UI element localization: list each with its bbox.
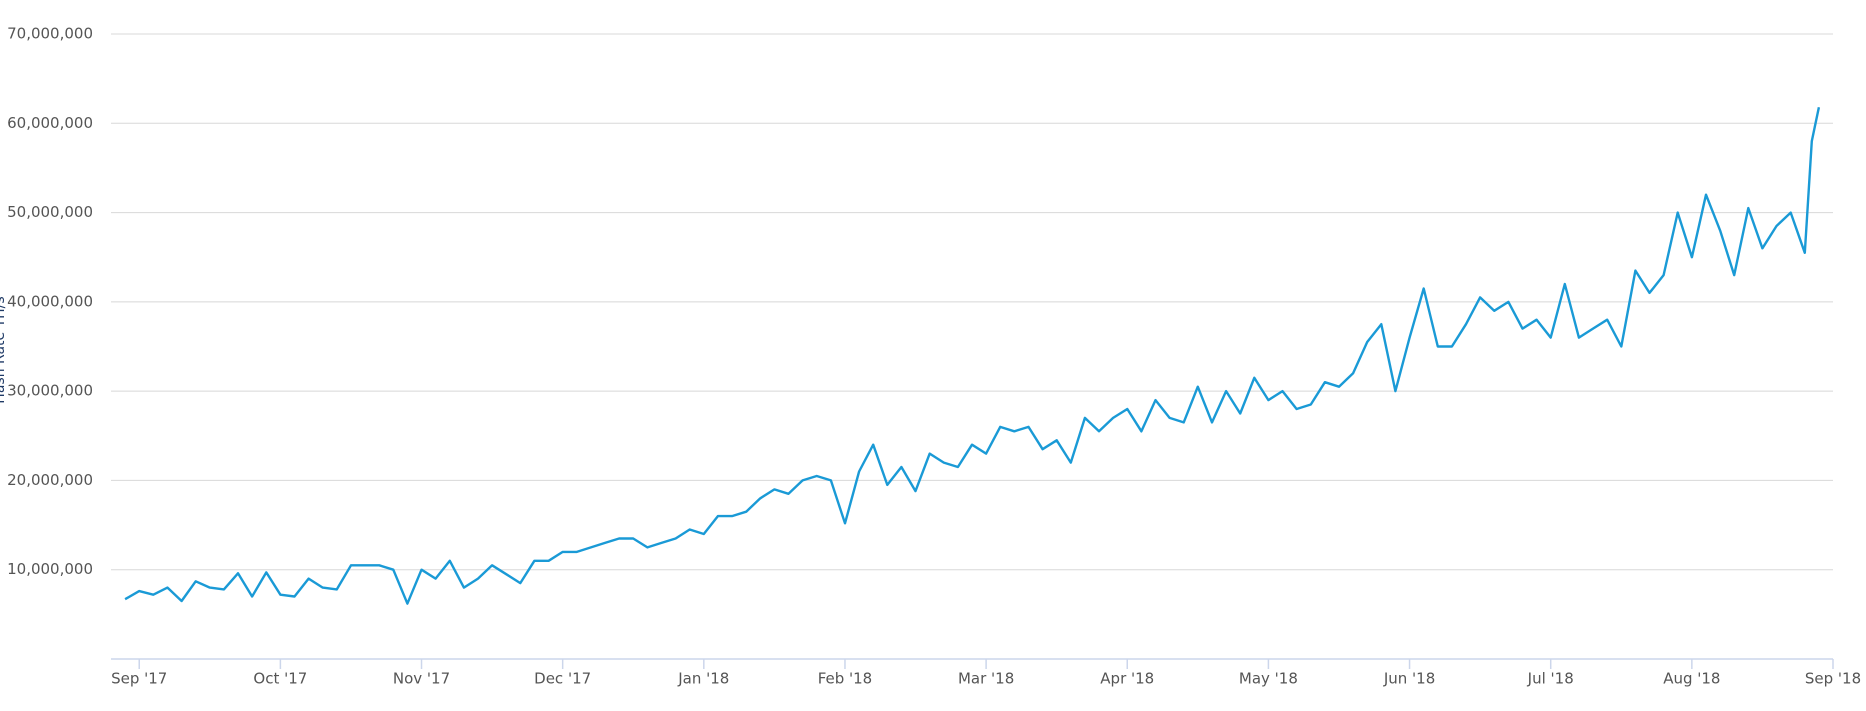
data-line: [124, 106, 1821, 605]
x-tick-label: Aug '18: [1663, 670, 1720, 688]
y-tick-label: 60,000,000: [7, 114, 93, 132]
y-tick-label: 10,000,000: [7, 560, 93, 578]
y-tick-label: 30,000,000: [7, 382, 93, 400]
y-axis-label: Hash Rate TH/s: [0, 296, 8, 403]
y-tick-label: 70,000,000: [7, 25, 93, 43]
x-tick-label: Jul '18: [1527, 670, 1574, 688]
x-tick-label: Nov '17: [393, 670, 450, 688]
x-tick-label: Jan '18: [677, 670, 729, 688]
x-tick-label: Oct '17: [253, 670, 307, 688]
x-tick-label: Sep '18: [1805, 670, 1861, 688]
y-tick-label: 40,000,000: [7, 292, 93, 310]
x-tick-label: Jun '18: [1383, 670, 1435, 688]
y-tick-label: 50,000,000: [7, 203, 93, 221]
x-tick-label: Feb '18: [818, 670, 873, 688]
x-tick-label: Mar '18: [958, 670, 1014, 688]
x-tick-label: Apr '18: [1100, 670, 1154, 688]
x-tick-label: Dec '17: [534, 670, 591, 688]
x-tick-label: Sep '17: [111, 670, 167, 688]
y-tick-label: 20,000,000: [7, 471, 93, 489]
x-tick-label: May '18: [1239, 670, 1298, 688]
